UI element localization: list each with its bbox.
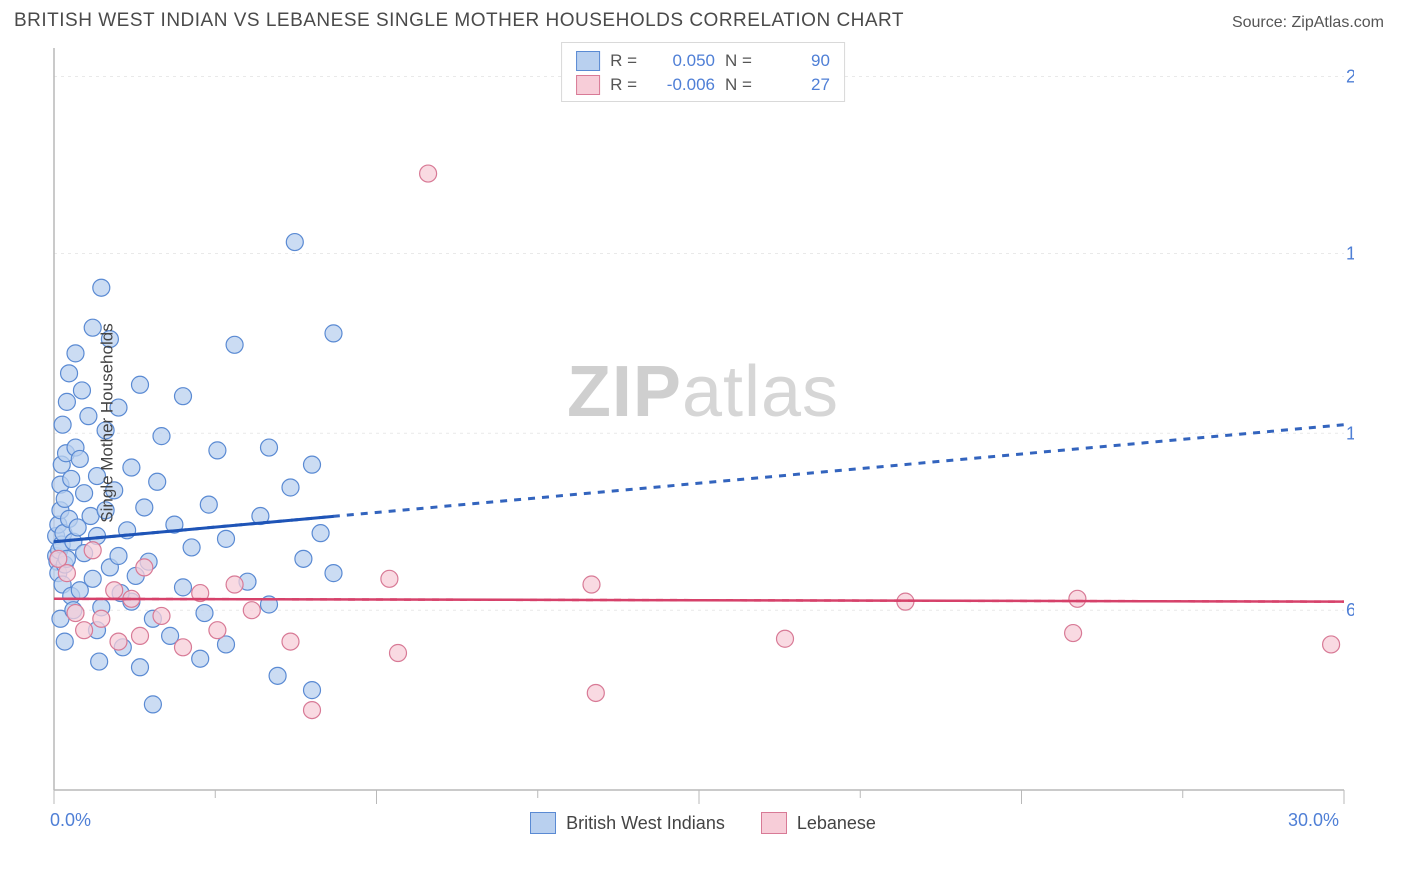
legend-n-label: N = <box>725 73 752 97</box>
chart-container: Single Mother Households ZIPatlas R =0.0… <box>14 38 1392 808</box>
svg-text:12.5%: 12.5% <box>1346 423 1354 443</box>
legend-r-label: R = <box>610 73 637 97</box>
svg-text:6.3%: 6.3% <box>1346 600 1354 620</box>
legend-r-value-bwi: 0.050 <box>647 49 715 73</box>
legend-swatch-leb <box>761 812 787 834</box>
svg-text:25.0%: 25.0% <box>1346 67 1354 87</box>
source-prefix: Source: <box>1232 14 1292 31</box>
legend-n-label: N = <box>725 49 752 73</box>
chart-source: Source: ZipAtlas.com <box>1232 14 1384 32</box>
svg-text:18.8%: 18.8% <box>1346 243 1354 263</box>
legend-n-value-leb: 27 <box>762 73 830 97</box>
legend-swatch-leb <box>576 75 600 95</box>
legend-label-bwi: British West Indians <box>566 813 725 834</box>
legend-r-label: R = <box>610 49 637 73</box>
legend-correlation: R = 0.050 N = 90 R = -0.006 N = 27 <box>561 42 845 102</box>
chart-header: BRITISH WEST INDIAN VS LEBANESE SINGLE M… <box>0 0 1406 38</box>
x-axis-min-label: 0.0% <box>50 810 91 831</box>
chart-title: BRITISH WEST INDIAN VS LEBANESE SINGLE M… <box>14 10 904 32</box>
legend-item-leb: Lebanese <box>761 812 876 834</box>
legend-r-value-leb: -0.006 <box>647 73 715 97</box>
legend-row-leb: R = -0.006 N = 27 <box>576 73 830 97</box>
source-link[interactable]: ZipAtlas.com <box>1292 14 1384 31</box>
legend-n-value-bwi: 90 <box>762 49 830 73</box>
legend-swatch-bwi <box>576 51 600 71</box>
scatter-plot: 6.3% 12.5% 18.8% 25.0% <box>14 38 1354 808</box>
y-axis-label: Single Mother Households <box>98 323 118 522</box>
x-axis-max-label: 30.0% <box>1288 810 1339 831</box>
legend-item-bwi: British West Indians <box>530 812 725 834</box>
legend-row-bwi: R = 0.050 N = 90 <box>576 49 830 73</box>
legend-series: British West Indians Lebanese <box>0 808 1406 834</box>
legend-label-leb: Lebanese <box>797 813 876 834</box>
legend-swatch-bwi <box>530 812 556 834</box>
